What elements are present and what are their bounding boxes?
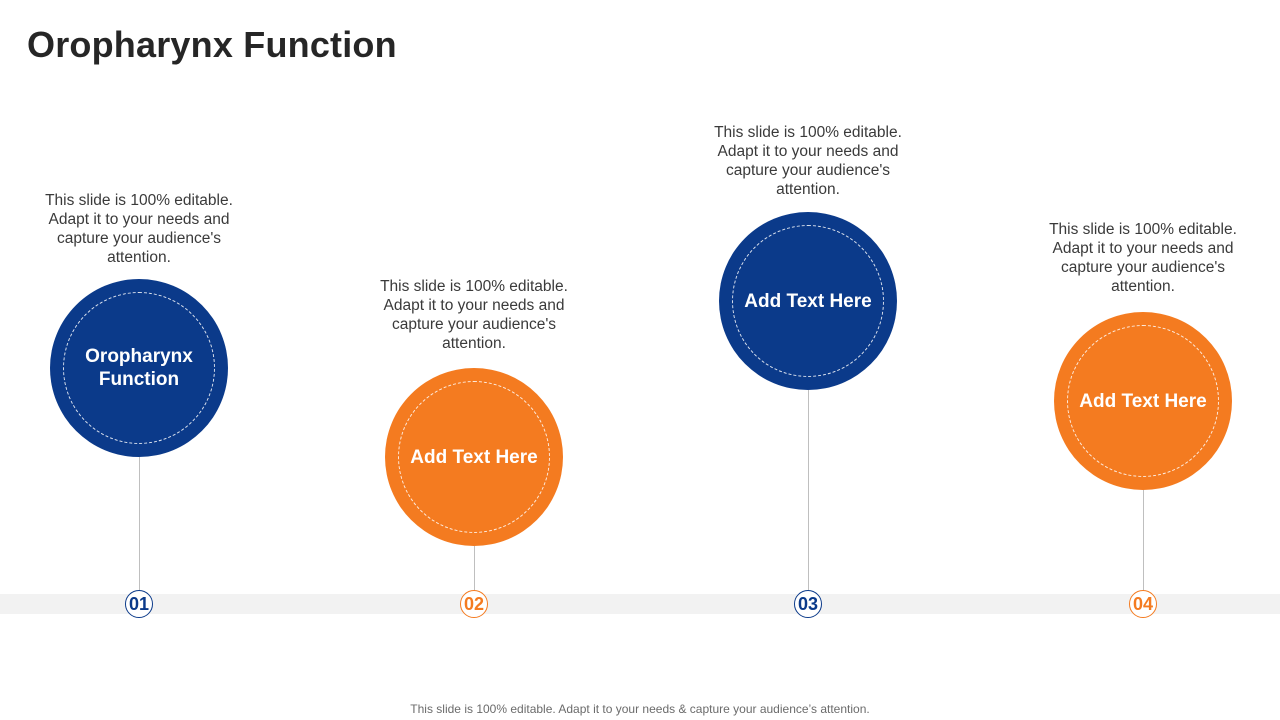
timeline-band (0, 594, 1280, 614)
step-number-badge: 03 (794, 590, 822, 618)
footer-note: This slide is 100% editable. Adapt it to… (410, 702, 870, 716)
step-number-badge: 02 (460, 590, 488, 618)
dashed-ring (1067, 325, 1219, 477)
step-number-badge: 04 (1129, 590, 1157, 618)
step-circle[interactable]: Add Text Here (719, 212, 897, 390)
step-circle[interactable]: Oropharynx Function (50, 279, 228, 457)
step-number-badge: 01 (125, 590, 153, 618)
step-description: This slide is 100% editable. Adapt it to… (380, 278, 568, 352)
step-description: This slide is 100% editable. Adapt it to… (714, 124, 902, 198)
connector-line (139, 457, 140, 592)
step-label: Add Text Here (1079, 390, 1207, 412)
connector-line (474, 546, 475, 592)
step-description: This slide is 100% editable. Adapt it to… (45, 192, 233, 266)
dashed-ring (63, 292, 215, 444)
step-label: Add Text Here (410, 446, 538, 468)
dashed-ring (398, 381, 550, 533)
step-description: This slide is 100% editable. Adapt it to… (1049, 221, 1237, 295)
connector-line (808, 390, 809, 592)
connector-line (1143, 490, 1144, 592)
step-label: Add Text Here (744, 290, 872, 312)
step-circle[interactable]: Add Text Here (385, 368, 563, 546)
page-title: Oropharynx Function (27, 24, 397, 65)
dashed-ring (732, 225, 884, 377)
step-label: Oropharynx Function (85, 346, 193, 390)
step-circle[interactable]: Add Text Here (1054, 312, 1232, 490)
